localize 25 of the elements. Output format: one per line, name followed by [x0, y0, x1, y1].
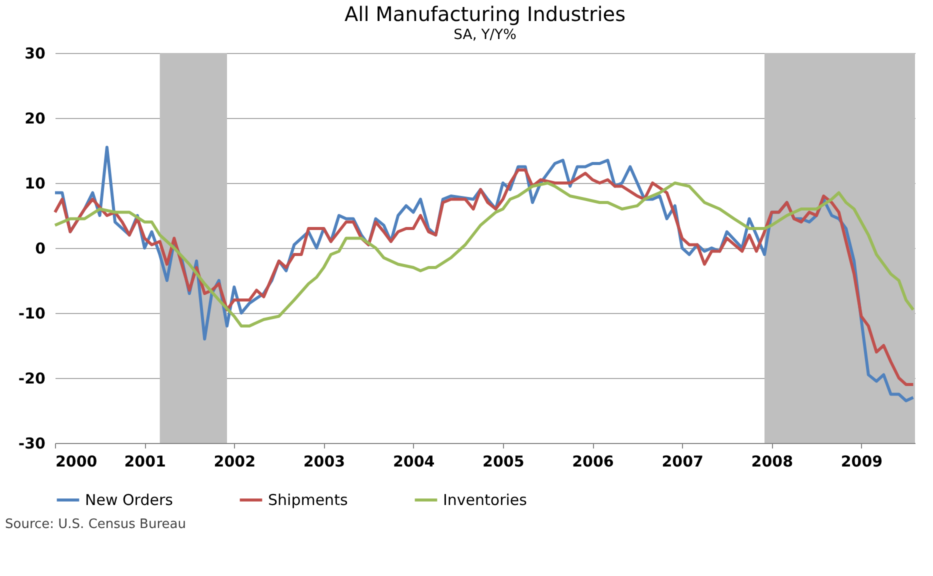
y-tick-label: 30	[24, 44, 46, 62]
legend-label: Shipments	[268, 491, 348, 509]
source-note: Source: U.S. Census Bureau	[5, 517, 186, 532]
x-tick-label: 2002	[214, 452, 256, 470]
chart-subtitle: SA, Y/Y%	[454, 27, 516, 43]
y-tick-label: -20	[18, 370, 46, 388]
legend-label: Inventories	[443, 491, 528, 509]
x-tick-label: 2006	[572, 452, 614, 470]
x-tick-label: 2001	[124, 452, 166, 470]
y-tick-label: 10	[24, 174, 46, 192]
x-tick-label: 2009	[840, 452, 883, 470]
x-tick-label: 2000	[56, 452, 98, 470]
y-tick-label: -30	[18, 434, 46, 452]
x-tick-label: 2003	[303, 452, 346, 470]
y-tick-label: 0	[35, 240, 46, 258]
y-tick-label: 20	[24, 110, 46, 128]
y-tick-label: -10	[18, 304, 46, 322]
line-series	[54, 168, 915, 386]
legend-label: New Orders	[85, 491, 174, 509]
line-series	[54, 182, 915, 328]
x-tick-label: 2007	[662, 452, 704, 470]
chart-title: All Manufacturing Industries	[344, 2, 626, 26]
x-tick-label: 2004	[392, 452, 435, 470]
x-tick-label: 2005	[482, 452, 524, 470]
x-tick-label: 2008	[751, 452, 794, 470]
